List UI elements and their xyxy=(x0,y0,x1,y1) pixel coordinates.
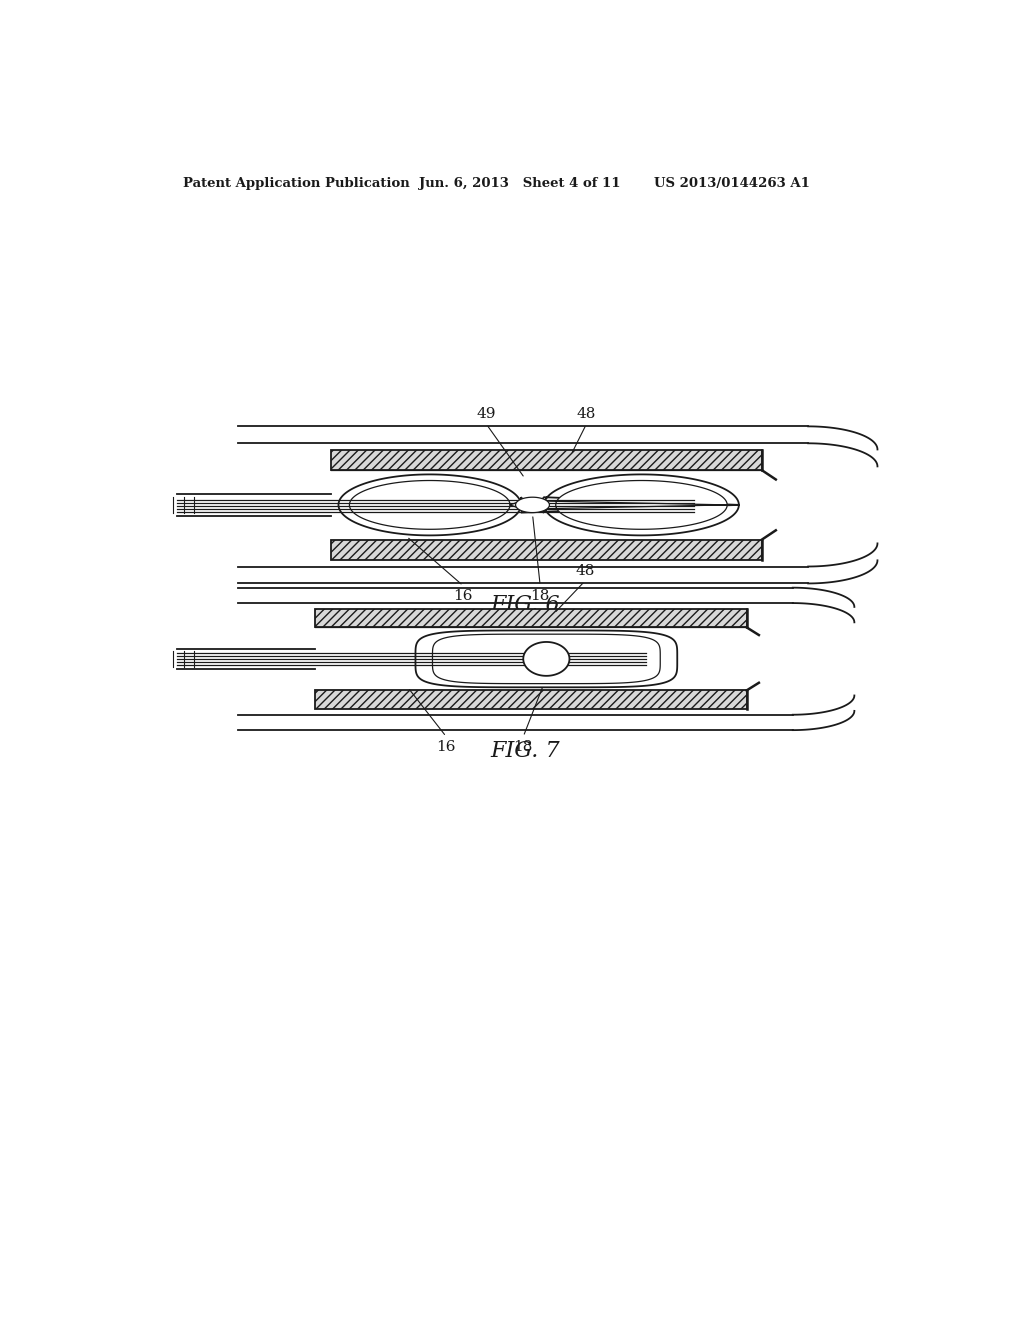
Text: 18: 18 xyxy=(514,739,532,754)
Bar xyxy=(177,494,331,516)
Polygon shape xyxy=(349,480,727,529)
Bar xyxy=(239,426,808,444)
Bar xyxy=(315,627,746,690)
Bar xyxy=(331,470,762,540)
Text: 18: 18 xyxy=(530,589,550,603)
Bar xyxy=(315,690,746,709)
Text: 48: 48 xyxy=(577,407,596,421)
Polygon shape xyxy=(416,631,677,688)
Polygon shape xyxy=(432,634,660,684)
Bar xyxy=(315,609,746,627)
Bar xyxy=(331,450,762,470)
Bar xyxy=(177,649,315,669)
Polygon shape xyxy=(523,642,569,676)
Text: 16: 16 xyxy=(454,589,473,603)
Text: 48: 48 xyxy=(575,564,595,578)
Text: FIG. 6: FIG. 6 xyxy=(490,594,559,616)
Text: Patent Application Publication: Patent Application Publication xyxy=(183,177,410,190)
Text: US 2013/0144263 A1: US 2013/0144263 A1 xyxy=(654,177,810,190)
Text: Jun. 6, 2013   Sheet 4 of 11: Jun. 6, 2013 Sheet 4 of 11 xyxy=(419,177,621,190)
Text: 49: 49 xyxy=(476,407,496,421)
Bar xyxy=(239,566,808,583)
Polygon shape xyxy=(515,498,550,512)
Polygon shape xyxy=(339,474,739,536)
Text: FIG. 7: FIG. 7 xyxy=(490,741,559,763)
Bar xyxy=(331,540,762,560)
Text: 16: 16 xyxy=(436,739,456,754)
